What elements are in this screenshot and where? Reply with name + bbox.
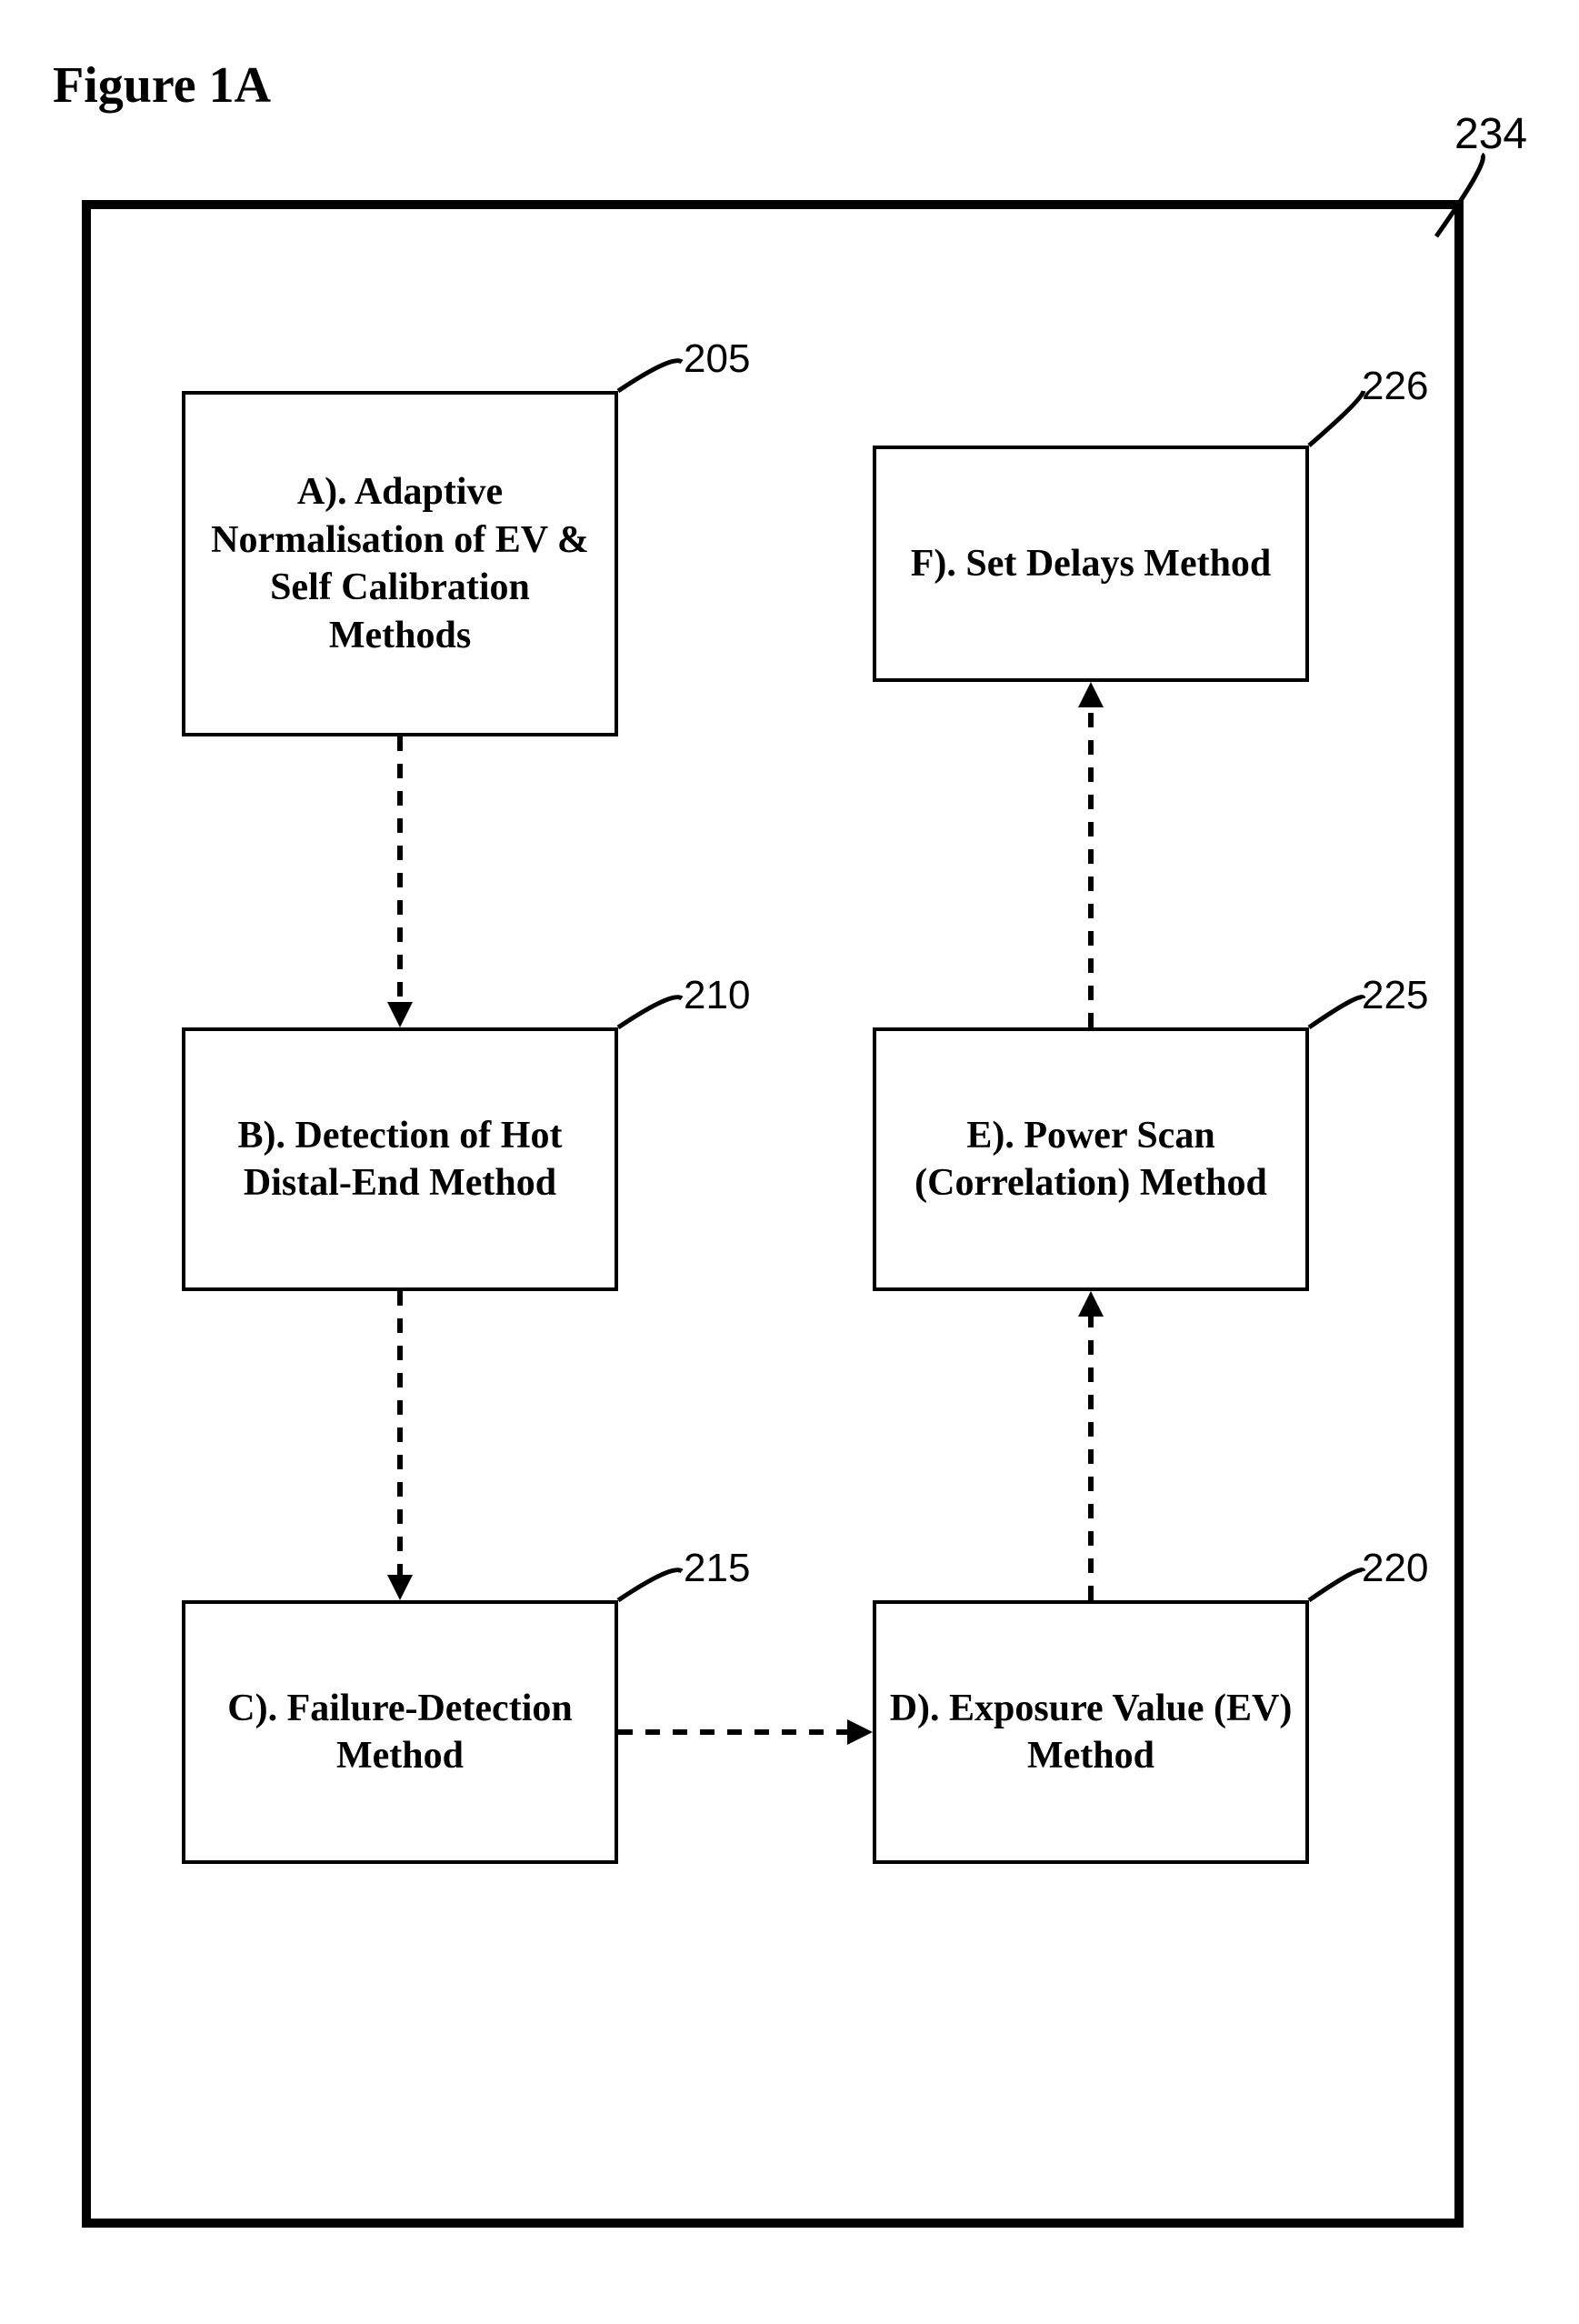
outer-ref-label: 234 xyxy=(1454,109,1527,159)
flow-node: A). Adaptive Normalisation of EV & Self … xyxy=(182,391,618,736)
node-label: F). Set Delays Method xyxy=(911,540,1272,588)
node-ref-label: 210 xyxy=(684,973,750,1018)
node-label: E). Power Scan (Correlation) Method xyxy=(887,1112,1294,1207)
node-ref-label: 215 xyxy=(684,1546,750,1591)
node-label: A). Adaptive Normalisation of EV & Self … xyxy=(196,468,604,659)
flow-node: B). Detection of Hot Distal-End Method xyxy=(182,1027,618,1291)
node-ref-label: 226 xyxy=(1362,364,1428,409)
node-label: B). Detection of Hot Distal-End Method xyxy=(196,1112,604,1207)
flow-node: E). Power Scan (Correlation) Method xyxy=(873,1027,1309,1291)
node-ref-label: 205 xyxy=(684,336,750,382)
flow-node: C). Failure-Detection Method xyxy=(182,1600,618,1864)
flow-node: D). Exposure Value (EV) Method xyxy=(873,1600,1309,1864)
node-ref-label: 225 xyxy=(1362,973,1428,1018)
node-label: C). Failure-Detection Method xyxy=(196,1685,604,1780)
node-label: D). Exposure Value (EV) Method xyxy=(887,1685,1294,1780)
page: Figure 1A 234 A). Adaptive Normalisation… xyxy=(0,0,1579,2324)
flow-node: F). Set Delays Method xyxy=(873,446,1309,682)
node-ref-label: 220 xyxy=(1362,1546,1428,1591)
figure-title: Figure 1A xyxy=(53,56,271,115)
